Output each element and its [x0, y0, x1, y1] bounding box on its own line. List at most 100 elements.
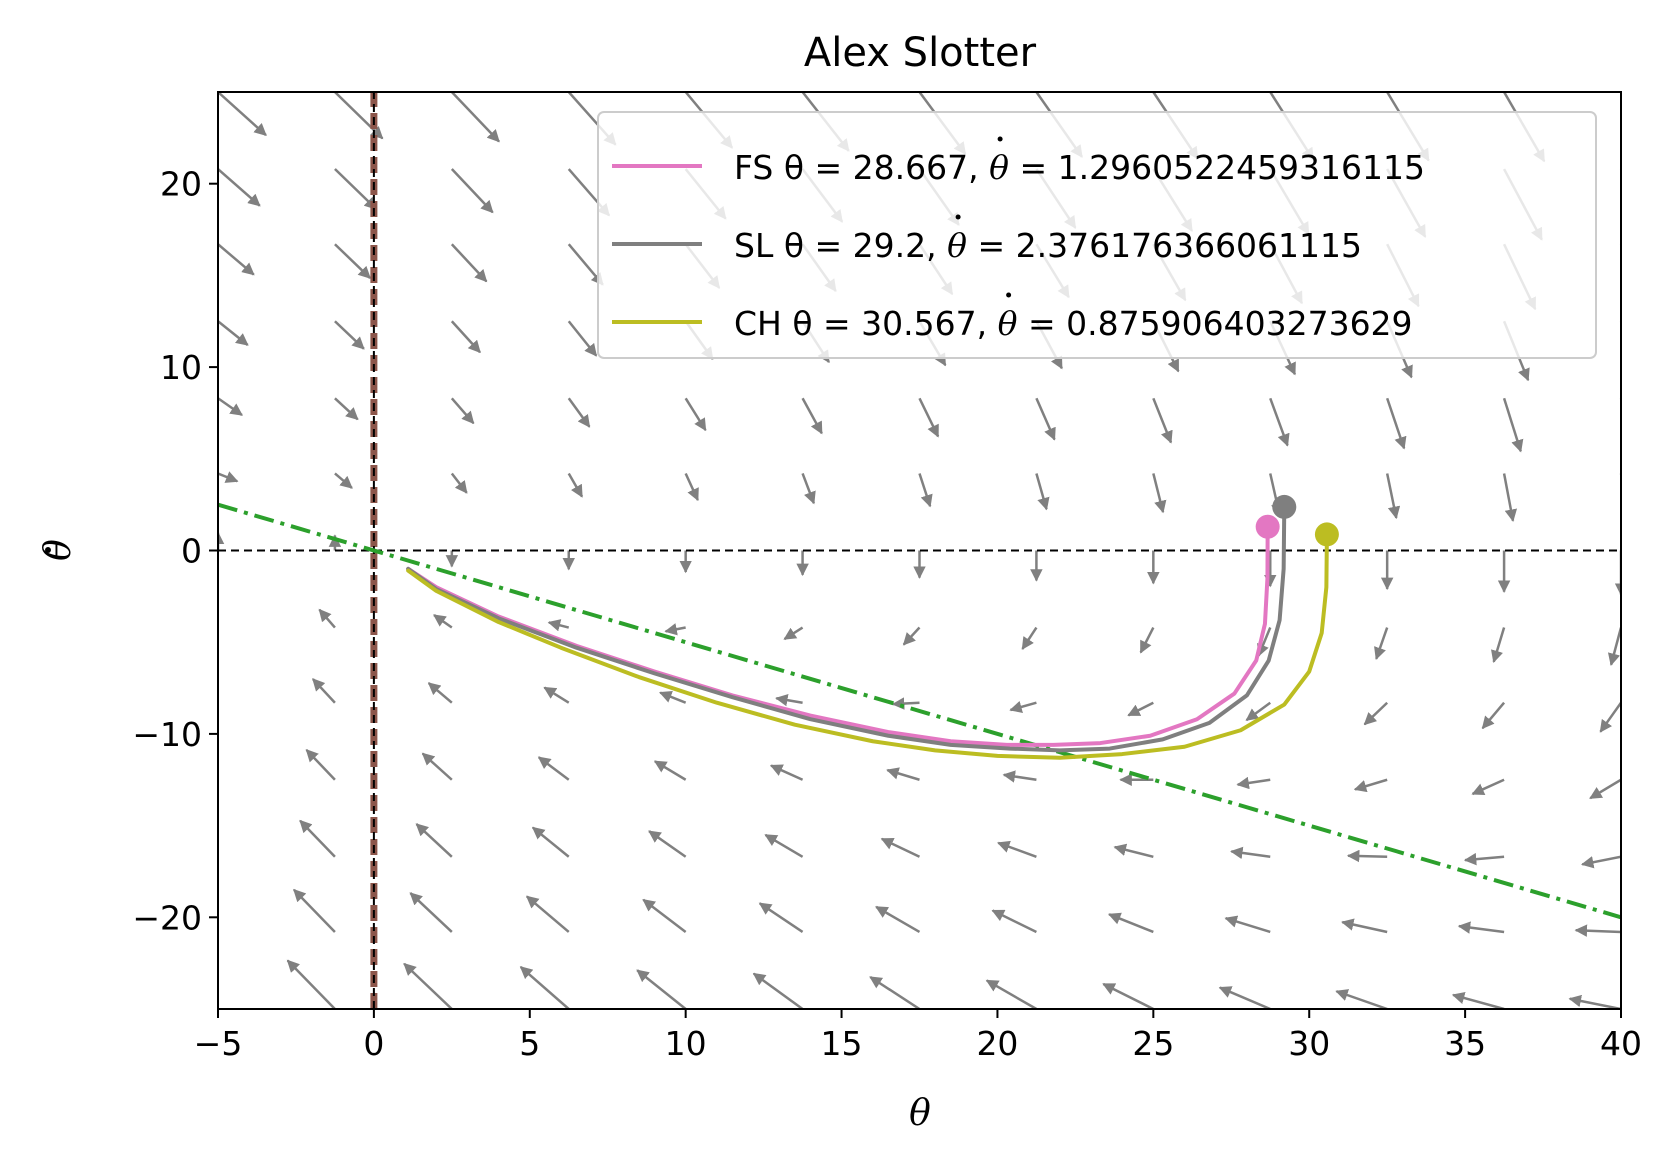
- field-arrow: [334, 243, 371, 279]
- field-arrow: [286, 959, 336, 1009]
- field-arrow: [334, 397, 359, 421]
- field-arrow: [1463, 852, 1505, 866]
- y-tick-label: −10: [132, 715, 202, 754]
- field-arrow: [1363, 701, 1389, 726]
- field-arrow: [1224, 915, 1271, 934]
- field-arrow: [299, 819, 336, 858]
- field-arrow: [1335, 989, 1388, 1009]
- legend-label-1: SL θ = 29.2, θ = 2.376176366061115: [734, 226, 1362, 265]
- field-arrow: [318, 608, 336, 629]
- field-arrow: [769, 764, 804, 781]
- series-line-1: [406, 504, 1287, 753]
- field-arrow: [1471, 778, 1505, 796]
- field-arrow: [1341, 918, 1388, 934]
- x-tick-label: 40: [1600, 1024, 1642, 1063]
- field-arrow: [218, 700, 219, 703]
- x-tick-label: 35: [1444, 1024, 1486, 1063]
- field-arrow: [1619, 398, 1621, 403]
- field-arrow: [1152, 397, 1173, 444]
- field-arrow: [1218, 986, 1271, 1009]
- field-arrow: [1002, 770, 1037, 783]
- series-start-point-0: [1255, 514, 1280, 539]
- field-arrow: [1589, 778, 1621, 800]
- field-arrow: [1127, 701, 1154, 717]
- field-arrow: [1502, 473, 1518, 522]
- field-arrow: [875, 905, 921, 934]
- field-arrow: [1107, 912, 1154, 934]
- field-arrow: [218, 397, 243, 417]
- field-arrow: [1374, 627, 1389, 661]
- field-arrow: [642, 898, 687, 933]
- trajectory-series: [406, 494, 1339, 760]
- field-arrow: [918, 397, 940, 438]
- field-arrow: [664, 623, 686, 636]
- field-arrow: [450, 472, 468, 494]
- field-arrow: [409, 892, 453, 933]
- reference-lines: [218, 92, 1621, 1009]
- series-line-2: [406, 532, 1329, 760]
- x-tick-label: −5: [194, 1024, 243, 1063]
- field-arrow: [902, 626, 921, 646]
- field-arrow: [567, 397, 591, 428]
- field-arrow: [334, 320, 365, 350]
- field-arrow: [1385, 473, 1401, 520]
- field-arrow: [450, 397, 475, 425]
- y-axis-label: θ: [38, 539, 79, 561]
- field-arrow: [1152, 473, 1167, 514]
- y-axis-ticks: −20 −10 0 10 20: [132, 165, 218, 937]
- field-arrow: [218, 168, 261, 207]
- y-axis-label-dot: [45, 547, 51, 553]
- x-tick-label: 10: [665, 1024, 707, 1063]
- field-arrow: [519, 966, 570, 1009]
- field-arrow: [1619, 244, 1621, 248]
- field-arrow: [218, 92, 267, 137]
- field-arrow: [1599, 701, 1621, 733]
- field-arrow: [218, 471, 239, 483]
- legend-theta-dot-0: [997, 136, 1003, 142]
- field-arrow: [1245, 701, 1271, 722]
- field-arrow: [1574, 924, 1621, 937]
- field-arrow: [1607, 627, 1621, 666]
- field-arrow: [543, 686, 570, 704]
- field-arrow: [567, 472, 584, 498]
- chart-title: Alex Slotter: [804, 30, 1037, 76]
- y-tick-label: 20: [160, 165, 202, 204]
- field-arrow: [1269, 397, 1290, 447]
- x-tick-label: 5: [519, 1024, 540, 1063]
- y-tick-label: 0: [181, 532, 202, 571]
- field-arrow: [1021, 626, 1038, 650]
- field-arrow: [334, 472, 353, 489]
- field-arrow: [1619, 321, 1621, 325]
- legend-label-2: CH θ = 30.567, θ = 0.875906403273629: [734, 304, 1413, 343]
- field-arrow: [880, 837, 921, 858]
- field-arrow: [567, 320, 598, 357]
- field-arrow: [403, 962, 453, 1009]
- field-arrow: [312, 678, 336, 704]
- field-arrow: [752, 972, 804, 1009]
- field-arrow: [450, 92, 500, 143]
- field-arrow: [1502, 397, 1524, 453]
- x-tick-label: 20: [976, 1024, 1018, 1063]
- field-arrow: [1491, 627, 1506, 664]
- field-arrow: [1257, 627, 1272, 657]
- y-tick-label: 10: [160, 348, 202, 387]
- field-arrow: [293, 888, 336, 933]
- field-arrow: [659, 690, 687, 704]
- field-arrow: [653, 760, 687, 781]
- legend-theta-dot-2: [1006, 292, 1012, 298]
- field-arrow: [869, 975, 921, 1009]
- field-arrow: [1035, 473, 1050, 511]
- field-arrow: [547, 619, 570, 632]
- legend-label-0: FS θ = 28.667, θ = 1.2960522459316115: [734, 148, 1425, 187]
- field-arrow: [1451, 991, 1505, 1009]
- field-arrow: [218, 854, 219, 857]
- field-arrow: [648, 830, 687, 858]
- field-arrow: [525, 895, 570, 933]
- field-arrow: [1346, 849, 1388, 863]
- field-arrow: [433, 614, 453, 629]
- field-arrow: [783, 626, 804, 641]
- x-axis-label: θ: [909, 1093, 931, 1134]
- field-arrow: [415, 823, 453, 858]
